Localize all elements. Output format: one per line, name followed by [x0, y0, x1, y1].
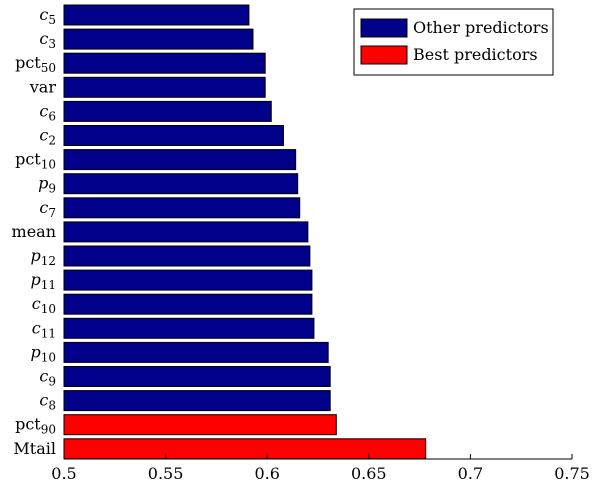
- category-label-c7: c7: [39, 198, 56, 220]
- category-label-p12: p12: [30, 246, 56, 268]
- category-label-mtail: Mtail: [13, 439, 56, 458]
- x-tick-label: 0.6: [254, 464, 279, 483]
- x-tick-label: 0.75: [554, 464, 590, 483]
- legend-label-other: Other predictors: [413, 18, 549, 37]
- legend-swatch-other: [360, 18, 408, 38]
- x-tick-label: 0.7: [458, 464, 483, 483]
- category-label-c8: c8: [39, 391, 56, 413]
- x-axis: 0.5 0.55 0.6 0.65 0.7 0.75: [51, 454, 590, 483]
- bar-mtail: [63, 438, 427, 460]
- bar-var: [63, 76, 266, 98]
- bar-mean: [63, 221, 309, 243]
- bar-c2: [63, 125, 284, 146]
- category-label-c10: c10: [32, 294, 56, 316]
- category-label-c6: c6: [39, 101, 56, 123]
- category-label-mean: mean: [12, 222, 56, 241]
- legend: Other predictors Best predictors: [353, 8, 554, 76]
- bar-c8: [63, 390, 331, 412]
- bar-c9: [63, 366, 331, 387]
- category-label-pct90: pct90: [15, 415, 56, 437]
- bar-c10: [63, 293, 313, 315]
- bar-p10: [63, 341, 329, 363]
- legend-swatch-best: [360, 45, 408, 65]
- category-label-p9: p9: [38, 174, 56, 196]
- x-tick-label: 0.65: [351, 464, 387, 483]
- category-label-pct10: pct10: [15, 150, 56, 172]
- bar-pct90: [63, 414, 337, 436]
- bar-p9: [63, 173, 299, 195]
- category-label-pct50: pct50: [15, 53, 56, 75]
- bar-pct10: [63, 149, 297, 171]
- bar-c6: [63, 100, 272, 122]
- bar-pct50: [63, 52, 266, 74]
- bar-c11: [63, 317, 315, 339]
- bar-c5: [63, 4, 250, 26]
- bars-group: [63, 4, 427, 460]
- x-tick-label: 0.55: [148, 464, 184, 483]
- bar-p11: [63, 269, 313, 291]
- category-label-p11: p11: [30, 270, 56, 292]
- category-label-c5: c5: [39, 5, 56, 27]
- legend-label-best: Best predictors: [413, 45, 538, 64]
- category-label-var: var: [29, 77, 57, 96]
- bar-p12: [63, 245, 311, 267]
- x-tick-label: 0.5: [51, 464, 76, 483]
- category-label-p10: p10: [30, 342, 56, 364]
- bar-c7: [63, 197, 301, 219]
- bar-c3: [63, 28, 254, 50]
- category-label-c11: c11: [32, 318, 56, 340]
- category-label-c9: c9: [39, 367, 56, 389]
- category-label-c2: c2: [39, 126, 56, 148]
- category-label-c3: c3: [39, 29, 56, 51]
